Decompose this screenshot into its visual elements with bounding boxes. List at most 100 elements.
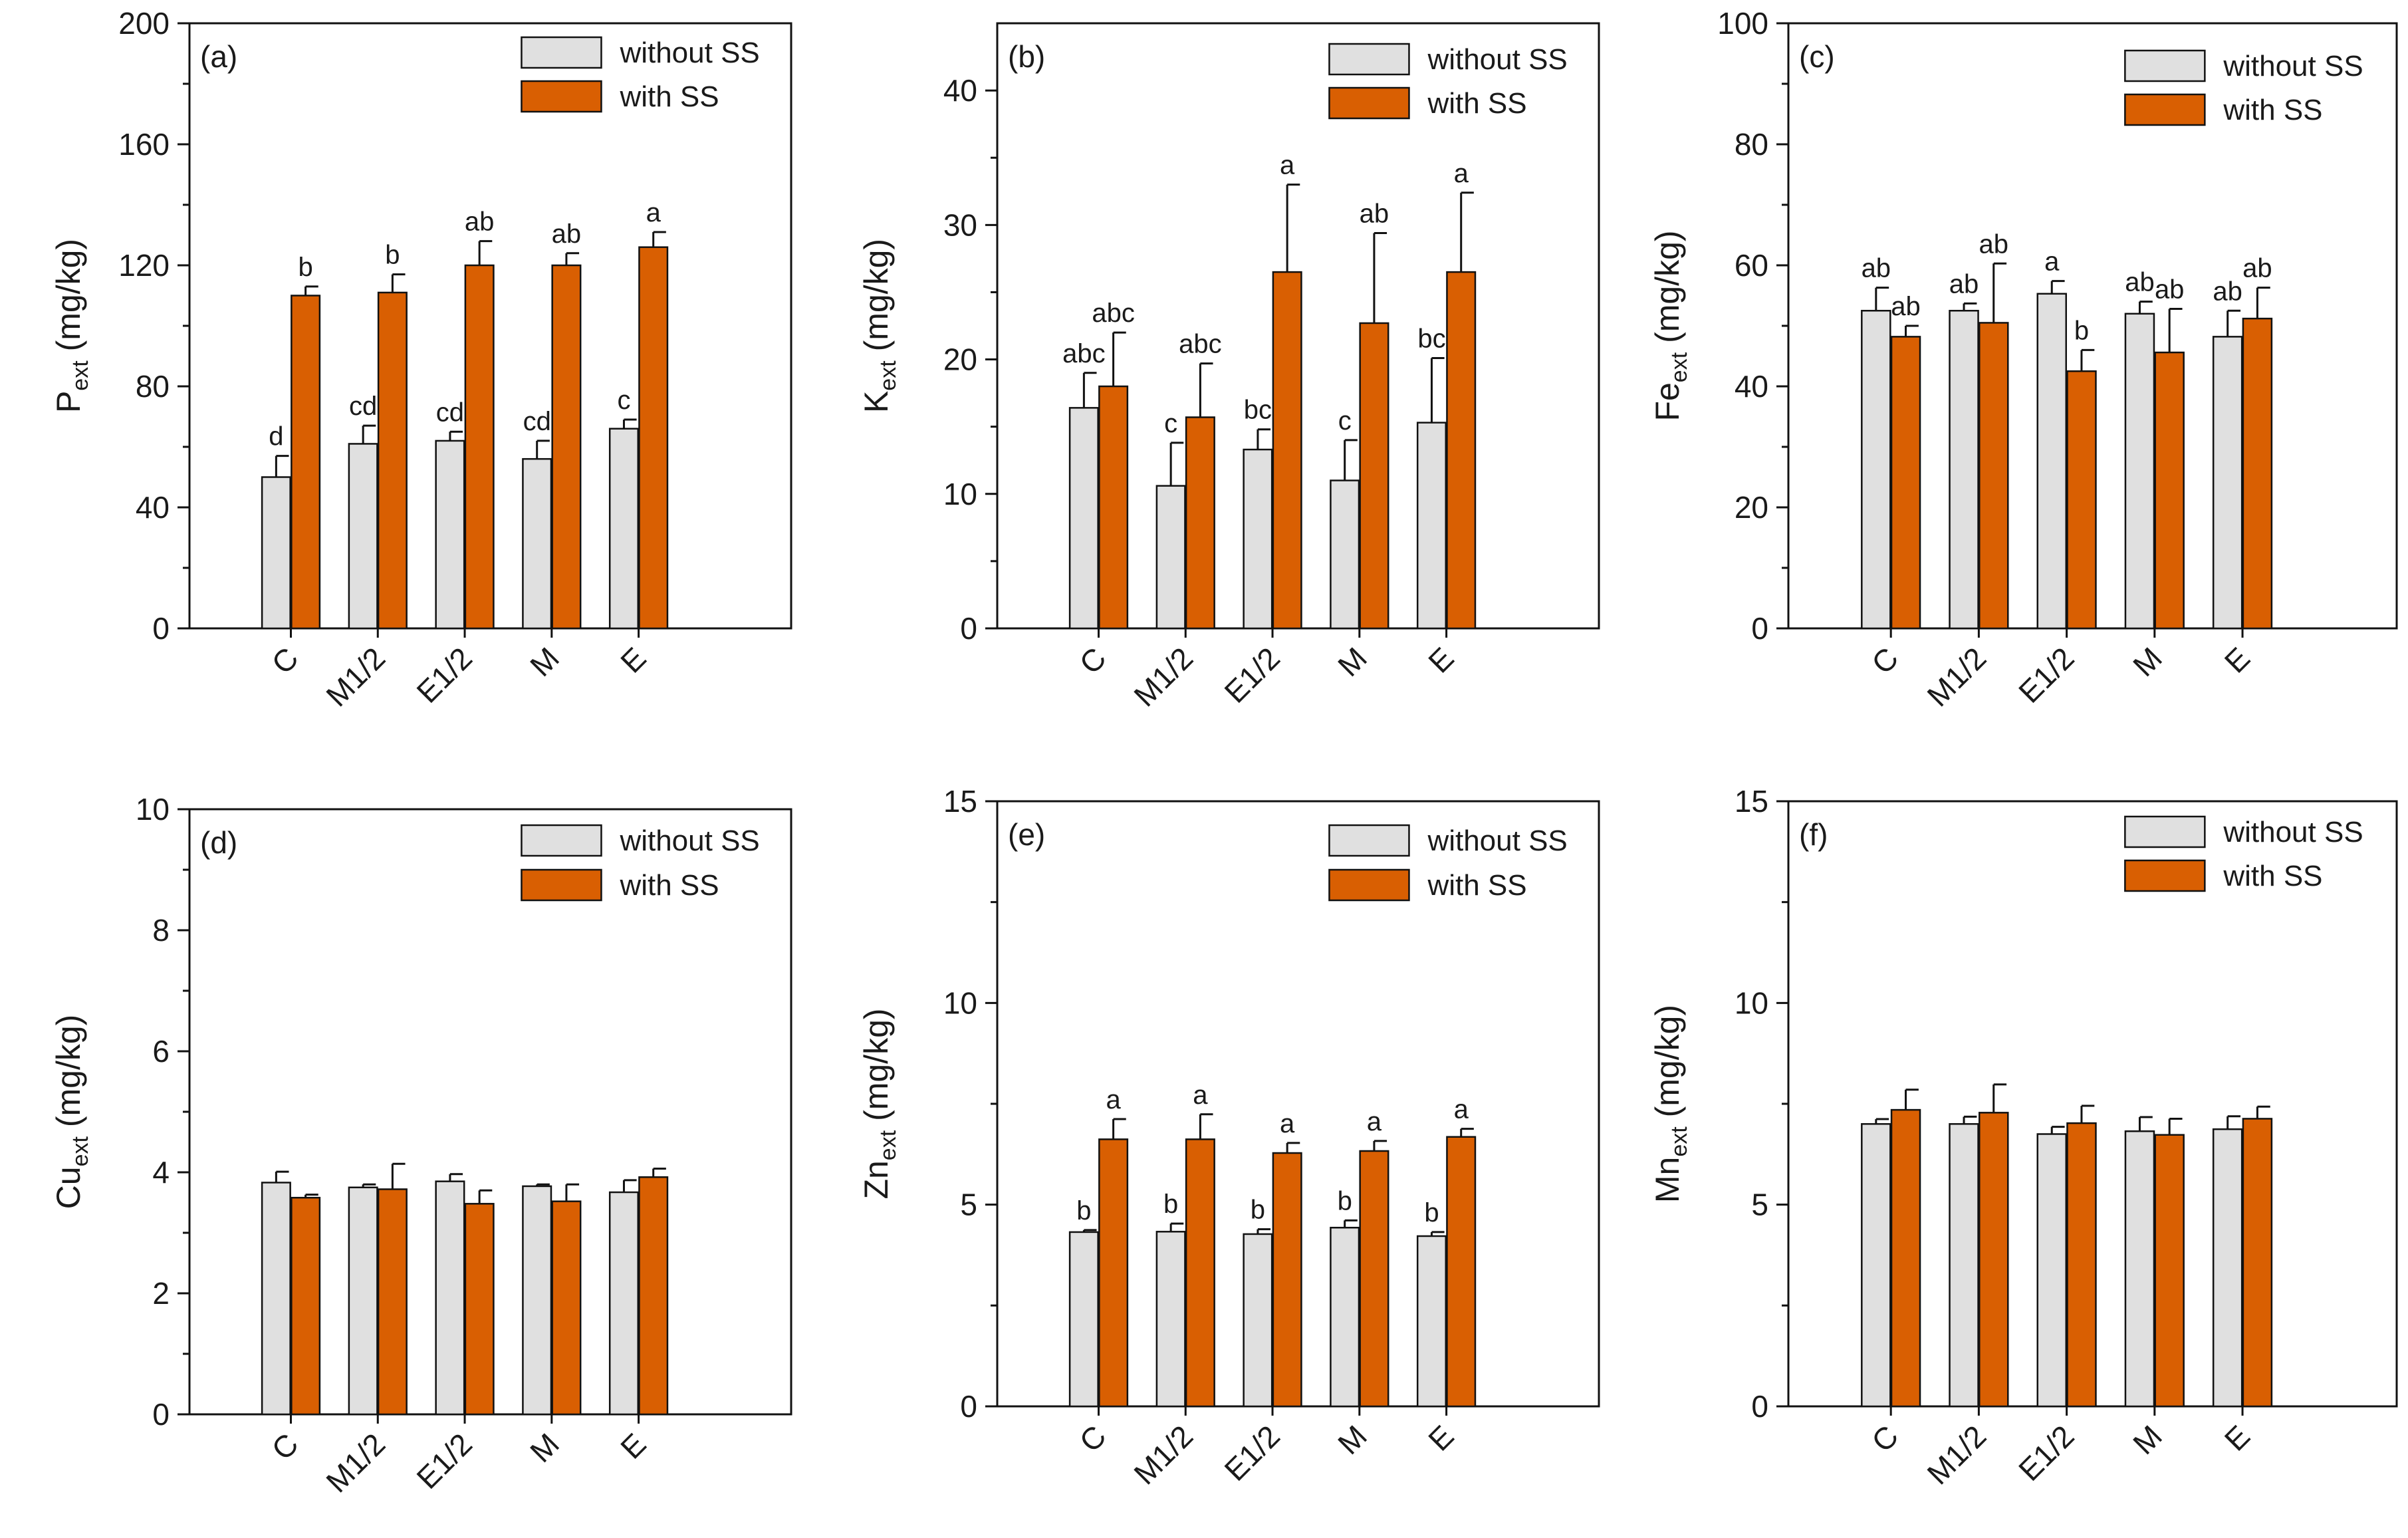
bar-without-ss-M [522, 1185, 552, 1416]
bar-with-ss-E [638, 1176, 669, 1416]
bar-without-ss-E [1416, 422, 1447, 630]
bar-with-ss-E1/2 [2066, 370, 2097, 630]
significance-letter: b [298, 253, 312, 282]
bar-without-ss-C [261, 476, 291, 630]
y-tick-label: 10 [943, 985, 977, 1020]
y-tick-label: 20 [1735, 490, 1768, 525]
significance-letter: c [1338, 406, 1352, 436]
bar-with-ss-C [1890, 336, 1921, 630]
chart-panel-1: 0 40 80 120 160 200 d cd cd cd c b b ab ab a C M1/2 E1/2 M E… [50, 6, 792, 713]
bar-with-ss-M [1359, 1150, 1389, 1408]
x-tick-label: M1/2 [319, 640, 392, 713]
x-tick-label: M [523, 1426, 566, 1469]
x-tick-label: E1/2 [1217, 1418, 1286, 1487]
bar-with-ss-M1/2 [377, 291, 408, 630]
bar-without-ss-E [1416, 1235, 1447, 1408]
y-axis-title: Feext (mg/kg) [1649, 230, 1692, 421]
x-tick-label: C [1865, 640, 1905, 680]
legend-with-ss: with SS [1328, 86, 1527, 120]
legend-label: with SS [619, 80, 719, 113]
y-axis-title: Cuext (mg/kg) [50, 1015, 93, 1210]
bar-with-ss-E1/2 [464, 1203, 495, 1416]
legend-label: without SS [2223, 50, 2363, 82]
significance-letter: ab [2213, 277, 2242, 306]
chart-panel-5: 0 5 10 15 b b b b b a a a a a C M1/2 E1/2 M E (e) without SS… [858, 784, 1600, 1491]
y-axis-title: Znext (mg/kg) [858, 1008, 901, 1199]
y-tick-label: 30 [943, 207, 977, 242]
legend-with-ss: with SS [521, 80, 719, 113]
significance-letter: b [385, 241, 400, 270]
significance-letter: a [1193, 1081, 1208, 1110]
bar-without-ss-C [1861, 310, 1891, 630]
y-tick-label: 20 [943, 342, 977, 377]
legend-label: without SS [2223, 816, 2363, 848]
legend-with-ss: with SS [2124, 93, 2323, 126]
y-tick-label: 80 [1735, 127, 1768, 162]
y-tick-label: 0 [1751, 611, 1768, 646]
bar-with-ss-M1/2 [1185, 416, 1215, 630]
bar-with-ss-M1/2 [377, 1188, 408, 1416]
x-tick-label: M1/2 [319, 1426, 392, 1499]
significance-letter: abc [1062, 339, 1106, 368]
legend-label: with SS [619, 869, 719, 902]
legend-swatch [2124, 859, 2206, 892]
bar-without-ss-C [1068, 1231, 1099, 1408]
significance-letter: a [1280, 151, 1295, 180]
bar-with-ss-E1/2 [1272, 271, 1302, 630]
y-tick-label: 0 [1751, 1389, 1768, 1424]
bar-with-ss-E1/2 [1272, 1152, 1302, 1408]
significance-letter: ab [1360, 199, 1389, 228]
y-tick-label: 60 [1735, 248, 1768, 283]
chart-panel-2: 0 10 20 30 40 abc c bc c bc abc abc a ab a C M1/2 E1/2 M E (… [858, 22, 1600, 713]
y-tick-label: 0 [960, 611, 977, 646]
y-tick-label: 10 [943, 477, 977, 511]
x-tick-label: E1/2 [410, 1426, 479, 1495]
chart-panel-6: 0 5 10 15 C M1/2 E1/2 M E (f) without SS with SS Mne… [1649, 784, 2398, 1491]
significance-letter: b [1163, 1190, 1178, 1219]
significance-letter: a [1280, 1109, 1295, 1138]
significance-letter: ab [1862, 254, 1891, 283]
legend-label: without SS [1427, 825, 1567, 857]
y-axis-title: Mnext (mg/kg) [1649, 1005, 1692, 1203]
legend-without-ss: without SS [521, 36, 760, 69]
y-tick-label: 5 [1751, 1188, 1768, 1222]
x-tick-label: E [1421, 640, 1460, 679]
bar-with-ss-E1/2 [2066, 1122, 2097, 1408]
bar-without-ss-E1/2 [1243, 448, 1273, 630]
x-tick-label: C [1865, 1418, 1905, 1458]
bar-without-ss-C [1861, 1123, 1891, 1408]
legend-swatch [521, 868, 602, 902]
significance-letter: cd [523, 407, 551, 436]
significance-letter: bc [1244, 396, 1272, 425]
significance-letter: ab [2125, 268, 2155, 297]
significance-letter: a [1106, 1085, 1121, 1114]
bar-with-ss-C [1098, 1138, 1129, 1408]
legend-swatch [2124, 49, 2206, 82]
legend-swatch [1328, 868, 1410, 902]
y-tick-label: 40 [943, 73, 977, 108]
bar-without-ss-E1/2 [2036, 1133, 2068, 1408]
panel-tag: (d) [200, 825, 237, 860]
bar-without-ss-M1/2 [348, 1186, 378, 1416]
y-tick-label: 2 [152, 1276, 170, 1311]
significance-letter: b [1251, 1196, 1265, 1225]
x-tick-label: E1/2 [2012, 640, 2081, 709]
legend-swatch [521, 80, 602, 113]
legend-label: without SS [1427, 43, 1567, 76]
y-axis-title: Kext (mg/kg) [858, 239, 901, 413]
x-tick-label: M1/2 [1920, 640, 1992, 713]
bar-without-ss-M [2124, 1130, 2155, 1408]
significance-letter: b [1424, 1198, 1439, 1227]
x-tick-label: E [614, 1426, 652, 1465]
legend-without-ss: without SS [1328, 824, 1568, 857]
bar-without-ss-E [608, 428, 639, 630]
panel-tag: (f) [1799, 817, 1828, 852]
bar-without-ss-E1/2 [435, 1180, 465, 1416]
significance-letter: b [1338, 1186, 1352, 1216]
significance-letter: a [1454, 1095, 1469, 1124]
significance-letter: abc [1092, 299, 1135, 328]
y-tick-label: 15 [1735, 784, 1768, 819]
bar-without-ss-E1/2 [2036, 293, 2068, 630]
